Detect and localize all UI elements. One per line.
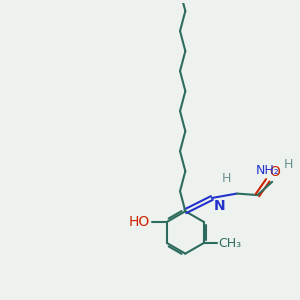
Text: H: H [284, 158, 293, 171]
Text: H: H [222, 172, 231, 185]
Text: HO: HO [129, 215, 150, 229]
Text: CH₃: CH₃ [219, 236, 242, 250]
Text: O: O [269, 165, 281, 179]
Text: NH₂: NH₂ [256, 164, 280, 177]
Text: N: N [213, 200, 225, 214]
